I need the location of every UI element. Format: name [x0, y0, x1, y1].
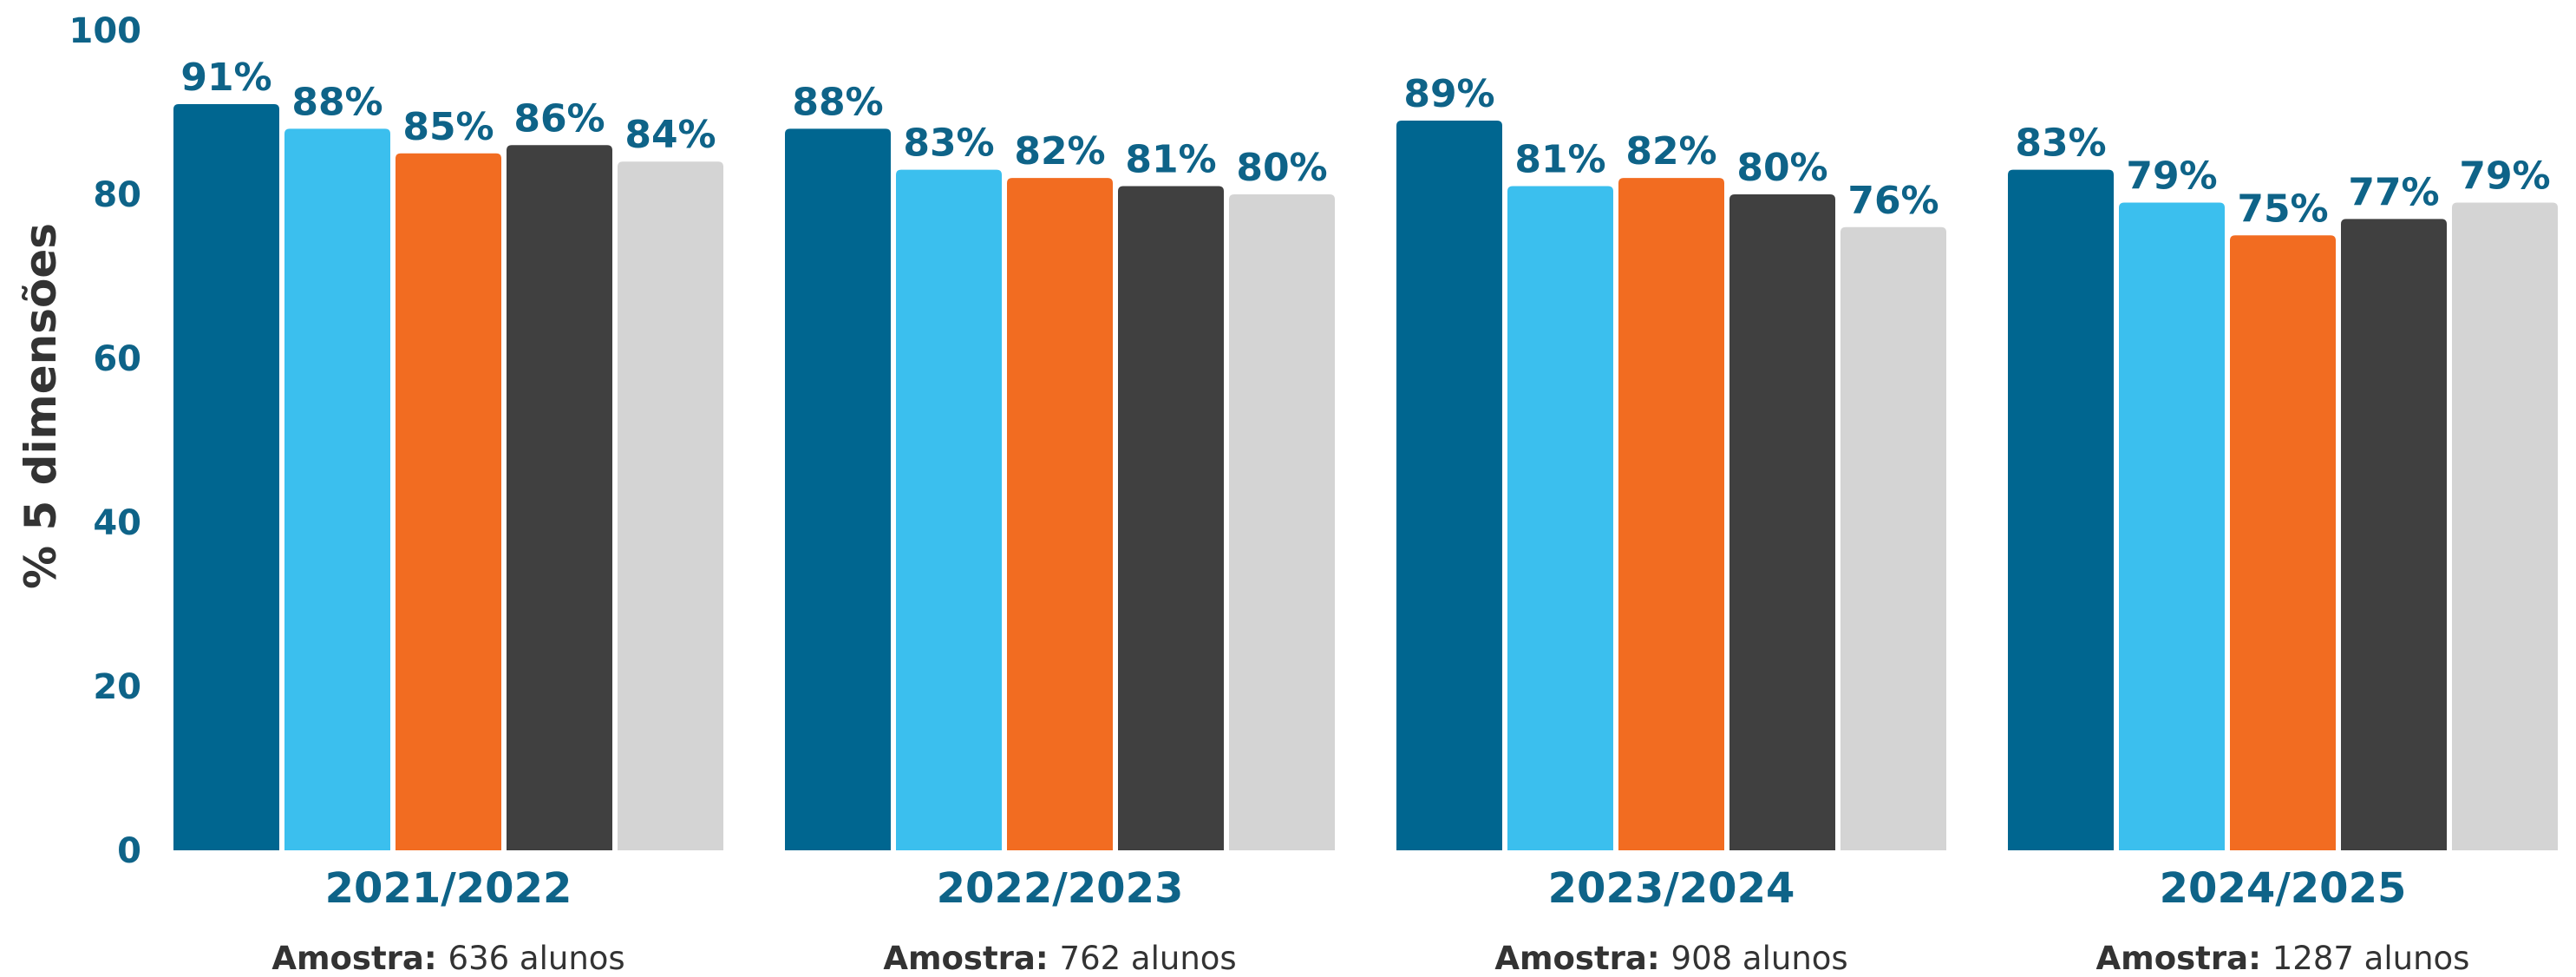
sample-label: Amostra: 908 alunos — [1494, 940, 1847, 977]
y-tick-label: 100 — [69, 11, 142, 51]
bar — [1229, 194, 1335, 850]
data-label: 76% — [1847, 179, 1939, 223]
x-axis-categories: 2021/2022 2022/2023 2023/2024 2024/2025 — [325, 864, 2407, 913]
data-label: 79% — [2126, 154, 2217, 198]
y-tick-label: 80 — [93, 175, 141, 215]
sample-label: Amostra: 1287 alunos — [2096, 940, 2470, 977]
data-label: 86% — [513, 96, 605, 141]
bar — [396, 153, 501, 850]
bar — [785, 128, 891, 850]
data-labels: 91% 88% 85% 86% 84% 88% 83% 82% 81% 80% 89% 81% 82% 8… — [180, 56, 2550, 231]
y-tick-label: 20 — [93, 667, 141, 707]
bar — [173, 104, 279, 851]
bar — [618, 161, 723, 850]
bar — [1729, 194, 1835, 850]
y-axis-ticks: 0 20 40 60 80 100 — [69, 11, 142, 871]
data-label: 82% — [1625, 129, 1716, 174]
bar — [2119, 202, 2225, 850]
data-label: 88% — [792, 80, 883, 124]
data-label: 77% — [2348, 170, 2439, 214]
data-label: 89% — [1403, 72, 1494, 116]
x-category-label: 2022/2023 — [937, 864, 1184, 913]
x-category-label: 2023/2024 — [1548, 864, 1795, 913]
bar — [1118, 186, 1224, 851]
data-label: 88% — [291, 80, 382, 124]
x-category-label: 2021/2022 — [325, 864, 572, 913]
bar — [1007, 178, 1113, 851]
bars — [173, 104, 2558, 851]
data-label: 81% — [1125, 138, 1216, 182]
data-label: 91% — [180, 56, 271, 100]
bar — [2230, 235, 2336, 850]
data-label: 81% — [1514, 138, 1605, 182]
sample-label: Amostra: 636 alunos — [271, 940, 624, 977]
bar — [1396, 120, 1502, 850]
bar — [2008, 169, 2114, 850]
bar — [284, 128, 390, 850]
data-label: 75% — [2237, 187, 2328, 231]
data-label: 84% — [624, 113, 716, 157]
data-label: 83% — [2015, 121, 2106, 166]
bar — [1840, 226, 1946, 850]
bar — [1507, 186, 1613, 851]
sample-labels: Amostra: 636 alunos Amostra: 762 alunos Am… — [271, 940, 2469, 977]
sample-label: Amostra: 762 alunos — [883, 940, 1236, 977]
y-tick-label: 0 — [117, 831, 141, 871]
bar — [1618, 178, 1724, 851]
data-label: 80% — [1736, 146, 1827, 190]
data-label: 79% — [2459, 154, 2550, 198]
data-label: 83% — [903, 121, 994, 166]
data-label: 82% — [1014, 129, 1105, 174]
x-category-label: 2024/2025 — [2160, 864, 2407, 913]
data-label: 80% — [1236, 146, 1327, 190]
bar — [507, 145, 612, 851]
data-label: 85% — [402, 105, 494, 149]
y-axis-label: % 5 dimensões — [16, 223, 66, 589]
y-tick-label: 60 — [93, 339, 141, 379]
y-tick-label: 40 — [93, 503, 141, 543]
bar — [2341, 219, 2447, 851]
bar — [2452, 202, 2558, 850]
bar — [896, 169, 1002, 850]
